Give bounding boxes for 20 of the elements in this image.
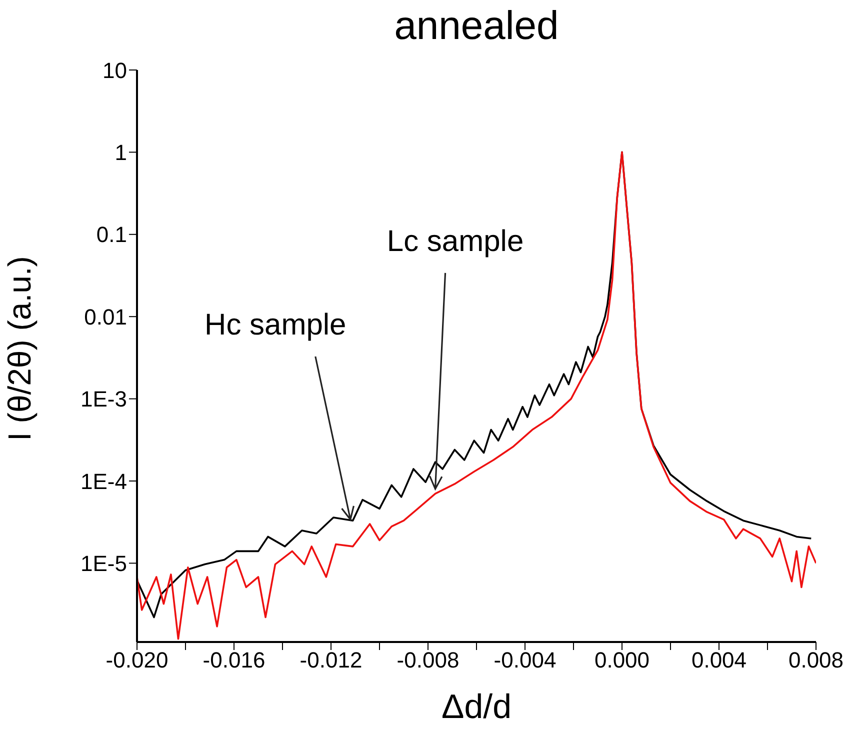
y-tick-label: 1E-5 (80, 551, 127, 576)
annotation: Lc sample (386, 224, 524, 258)
x-axis-title: Δd/d (440, 688, 512, 727)
y-tick-label: 1E-3 (80, 386, 127, 412)
x-tick-label: 0.004 (691, 648, 747, 673)
x-tick-label: 0.000 (594, 648, 650, 673)
x-tick-label: -0.020 (106, 648, 168, 673)
x-tick-label: -0.012 (300, 648, 362, 673)
x-tick-label: -0.008 (396, 648, 460, 673)
y-tick-label: 0.1 (96, 222, 127, 248)
y-tick-label: 1E-4 (80, 468, 127, 494)
y-tick-label: 0.01 (84, 304, 127, 330)
x-tick-label: 0.008 (788, 648, 844, 673)
y-axis-title: I (θ/2θ) (a.u.) (2, 255, 38, 443)
annotation: Hc sample (204, 308, 346, 342)
y-tick-label: 10 (102, 58, 127, 83)
x-tick-label: -0.004 (494, 648, 556, 673)
y-tick-label: 1 (114, 140, 127, 166)
x-tick-label: -0.016 (202, 648, 266, 673)
chart-title: annealed (393, 4, 560, 49)
